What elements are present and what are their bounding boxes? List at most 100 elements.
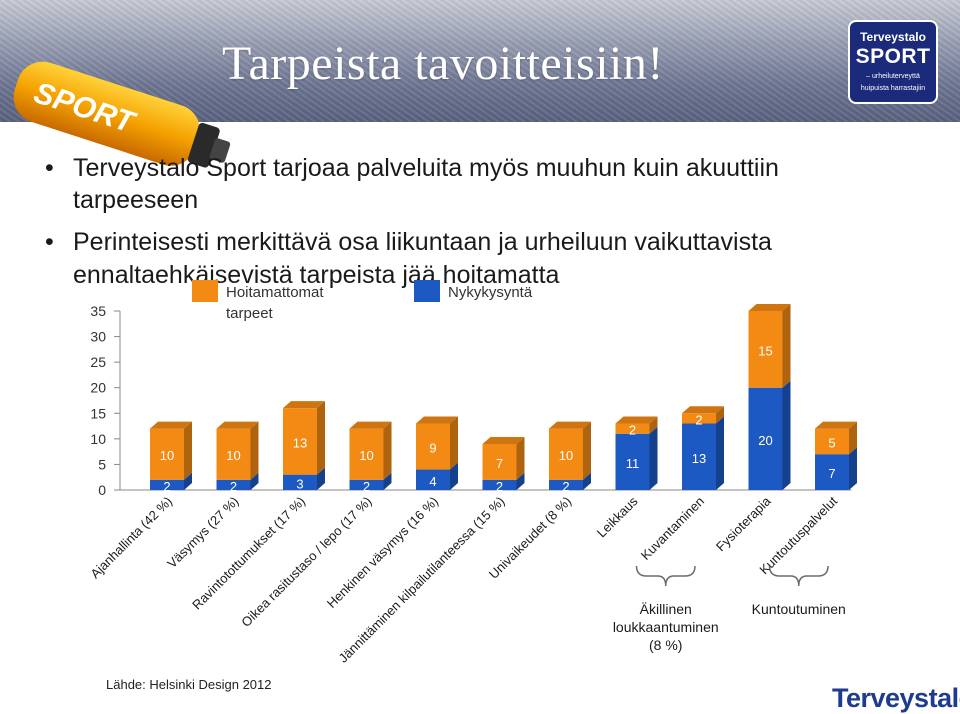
bar-side-face bbox=[184, 472, 192, 490]
group-label: Kuntoutuminen bbox=[752, 601, 846, 617]
y-tick-label: 20 bbox=[90, 380, 106, 396]
x-category-label: Oikea rasitustaso / lepo (17 %) bbox=[238, 494, 374, 630]
data-label: 2 bbox=[363, 479, 370, 494]
legend-label-hoitamattomat-line2: tarpeet bbox=[226, 305, 274, 322]
bullet-2-line-1: Perinteisesti merkittävä osa liikuntaan … bbox=[73, 228, 772, 256]
bar-segment-hoitamattomat bbox=[283, 408, 317, 475]
bar-segment-nykykysynta bbox=[615, 433, 650, 490]
bar-side-face bbox=[383, 472, 392, 490]
bar-segment-hoitamattomat bbox=[482, 443, 517, 480]
data-label: 10 bbox=[559, 448, 573, 463]
y-tick-label: 0 bbox=[98, 482, 106, 498]
bar-segment-nykykysynta bbox=[482, 479, 517, 490]
group-brace bbox=[635, 565, 696, 587]
legend-label-nykykysynta: Nykykysyntä bbox=[448, 284, 533, 301]
data-label: 2 bbox=[230, 479, 237, 494]
bar-segment-nykykysynta bbox=[682, 423, 716, 490]
data-label: 13 bbox=[293, 435, 307, 450]
data-label: 2 bbox=[695, 412, 702, 427]
logo-line-1: Terveystalo bbox=[860, 30, 926, 44]
y-tick-label: 15 bbox=[90, 405, 106, 421]
y-tick-label: 35 bbox=[90, 303, 106, 319]
data-label: 15 bbox=[758, 343, 772, 358]
group-label: loukkaantuminen bbox=[613, 619, 719, 635]
data-label: 7 bbox=[496, 456, 503, 471]
bar-side-face bbox=[649, 426, 658, 490]
bar-side-face bbox=[516, 436, 525, 480]
data-label: 4 bbox=[429, 474, 436, 489]
bullet-1-line-1: Terveystalo Sport tarjoaa palveluita myö… bbox=[73, 154, 779, 182]
bar-top-face bbox=[482, 436, 525, 444]
data-label: 13 bbox=[692, 451, 706, 466]
bar-segment-nykykysynta bbox=[416, 469, 450, 490]
bar-top-face bbox=[283, 401, 325, 409]
bar-segment-nykykysynta bbox=[748, 387, 783, 490]
logo-line-4: huipuista harrastajiin bbox=[860, 85, 926, 92]
sport-bottle-image: SPORT bbox=[13, 61, 231, 168]
bar-side-face bbox=[516, 472, 525, 490]
data-label: 10 bbox=[226, 448, 240, 463]
bar-side-face bbox=[450, 416, 458, 470]
bar-side-face bbox=[716, 406, 724, 424]
bar-side-face bbox=[782, 380, 791, 490]
bar-top-face bbox=[150, 421, 192, 429]
bar-side-face bbox=[782, 304, 791, 388]
bar-side-face bbox=[583, 472, 591, 490]
bar-top-face bbox=[549, 421, 591, 429]
x-category-label: Ajanhallinta (42 %) bbox=[87, 494, 175, 582]
bar-top-face bbox=[682, 406, 724, 414]
y-tick-label: 30 bbox=[90, 329, 106, 345]
bar-side-face bbox=[250, 421, 259, 480]
bar-segment-hoitamattomat bbox=[748, 311, 783, 388]
bar-top-face bbox=[416, 416, 458, 424]
bar-segment-hoitamattomat bbox=[615, 423, 650, 434]
y-tick-label: 10 bbox=[90, 431, 106, 447]
group-brace bbox=[768, 565, 829, 587]
legend-swatch bbox=[414, 280, 440, 302]
bar-side-face bbox=[383, 421, 392, 480]
bar-side-face bbox=[716, 416, 724, 490]
data-label: 7 bbox=[828, 466, 835, 481]
bullet-2-line-2: ennaltaehkäisevistä tarpeista jää hoitam… bbox=[73, 261, 560, 289]
y-tick-label: 5 bbox=[98, 456, 106, 472]
bar-side-face bbox=[317, 467, 325, 490]
data-label: 3 bbox=[296, 476, 303, 491]
bar-side-face bbox=[849, 447, 857, 490]
bar-segment-hoitamattomat bbox=[216, 428, 251, 480]
bar-side-face bbox=[184, 421, 192, 480]
bullet-marker: • bbox=[45, 154, 54, 182]
data-label: 2 bbox=[163, 479, 170, 494]
bar-segment-nykykysynta bbox=[150, 479, 184, 490]
data-label: 20 bbox=[758, 433, 772, 448]
terveystalo-sport-logo: Terveystalo SPORT – urheiluterveyttä hui… bbox=[848, 20, 938, 104]
group-label: (8 %) bbox=[649, 637, 682, 653]
bar-segment-hoitamattomat bbox=[349, 428, 384, 480]
data-label: 2 bbox=[629, 423, 636, 438]
x-category-label: Henkinen väsymys (16 %) bbox=[324, 494, 441, 611]
y-tick-label: 25 bbox=[90, 354, 106, 370]
x-category-label: Ravintotottumukset (17 %) bbox=[189, 494, 308, 613]
terveystalo-footer-logo: Terveystalo bbox=[832, 683, 960, 713]
data-label: 10 bbox=[160, 448, 174, 463]
bar-top-face bbox=[748, 304, 791, 311]
logo-line-2: SPORT bbox=[855, 45, 931, 68]
bar-segment-hoitamattomat bbox=[682, 413, 716, 424]
bar-segment-hoitamattomat bbox=[150, 428, 184, 480]
bar-top-face bbox=[815, 421, 857, 429]
source-note: Lähde: Helsinki Design 2012 bbox=[106, 677, 272, 692]
bar-side-face bbox=[649, 416, 658, 434]
x-category-label: Fysioterapia bbox=[713, 493, 774, 554]
legend-swatch bbox=[192, 280, 218, 302]
x-category-label: Väsymys (27 %) bbox=[164, 494, 242, 572]
bar-side-face bbox=[250, 472, 259, 490]
bar-segment-hoitamattomat bbox=[416, 423, 450, 470]
data-label: 9 bbox=[429, 441, 436, 456]
bar-segment-nykykysynta bbox=[549, 479, 583, 490]
bar-segment-nykykysynta bbox=[283, 474, 317, 490]
bar-top-face bbox=[615, 416, 658, 424]
legend-label-hoitamattomat: Hoitamattomat bbox=[226, 284, 324, 301]
bar-side-face bbox=[450, 462, 458, 490]
bar-top-face bbox=[216, 421, 259, 429]
data-label: 10 bbox=[359, 448, 373, 463]
